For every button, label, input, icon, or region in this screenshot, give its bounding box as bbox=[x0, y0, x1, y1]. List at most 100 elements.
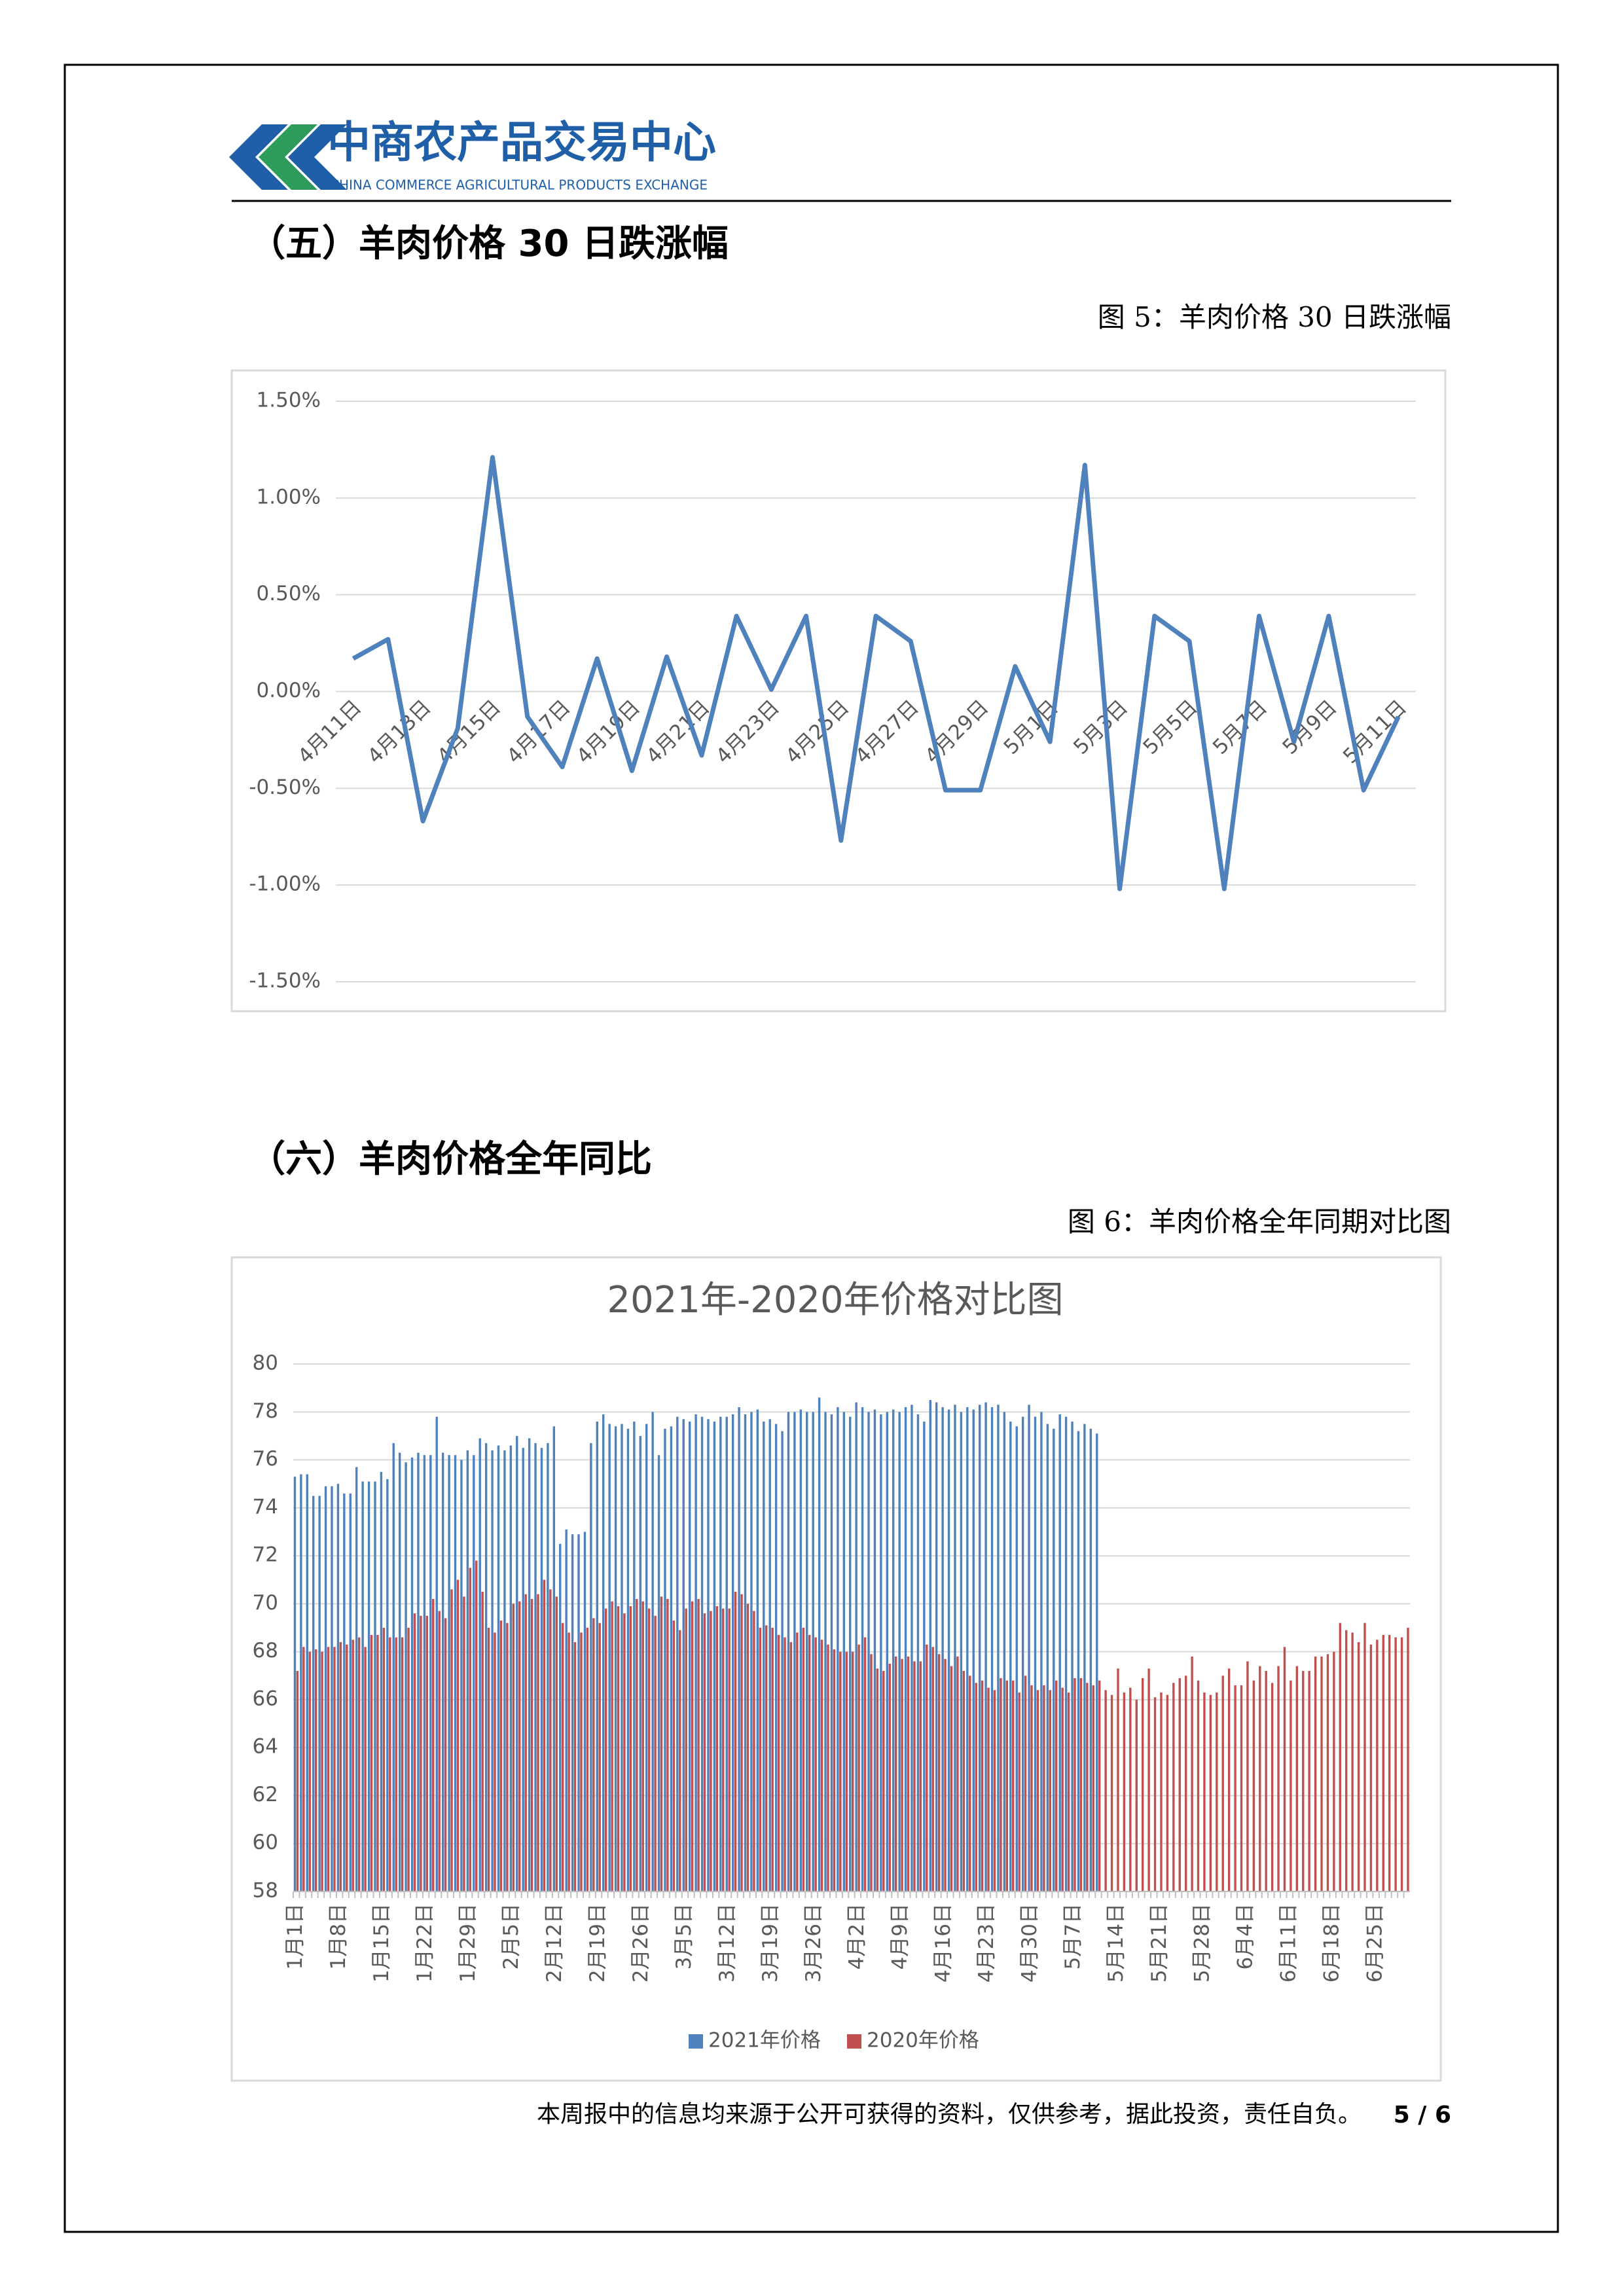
bar bbox=[1216, 1692, 1218, 1892]
y-tick-label: 66 bbox=[253, 1687, 278, 1710]
bar bbox=[357, 1637, 361, 1892]
bar bbox=[1259, 1666, 1261, 1892]
bar bbox=[1172, 1683, 1175, 1892]
bar bbox=[407, 1628, 410, 1892]
bar bbox=[941, 1407, 944, 1892]
bar bbox=[473, 1455, 475, 1892]
bar bbox=[339, 1641, 342, 1892]
bar bbox=[713, 1421, 716, 1892]
y-tick-label: -1.50% bbox=[249, 969, 321, 993]
bar bbox=[710, 1611, 712, 1892]
bar bbox=[700, 1416, 704, 1892]
bar bbox=[296, 1670, 299, 1892]
bar bbox=[577, 1534, 580, 1892]
y-tick-label: 64 bbox=[253, 1735, 278, 1759]
bar bbox=[725, 1416, 728, 1892]
bar bbox=[774, 1424, 778, 1892]
bar bbox=[861, 1407, 864, 1892]
bar bbox=[679, 1630, 681, 1892]
bar bbox=[888, 1663, 891, 1892]
bar bbox=[370, 1634, 373, 1892]
bar bbox=[1135, 1699, 1138, 1892]
bar bbox=[571, 1534, 574, 1892]
bar bbox=[604, 1608, 607, 1892]
x-tick-label: 2月5日 bbox=[499, 1903, 523, 1969]
bar bbox=[429, 1455, 432, 1892]
bar bbox=[349, 1493, 352, 1892]
bar bbox=[1058, 1414, 1061, 1892]
bar bbox=[481, 1592, 484, 1892]
bar bbox=[738, 1407, 740, 1892]
bar bbox=[386, 1479, 389, 1892]
legend-swatch bbox=[689, 2034, 703, 2049]
logo-subtitle: CHINA COMMERCE AGRICULTURAL PRODUCTS EXC… bbox=[330, 177, 708, 193]
page-number: 5 / 6 bbox=[1394, 2102, 1451, 2128]
bar bbox=[562, 1623, 564, 1892]
bar bbox=[432, 1599, 435, 1892]
bar bbox=[657, 1455, 660, 1892]
bar bbox=[777, 1634, 780, 1892]
bar bbox=[756, 1409, 759, 1892]
x-tick-label: 4月30日 bbox=[1018, 1903, 1041, 1982]
bar bbox=[621, 1424, 623, 1892]
x-tick-label: 4月2日 bbox=[845, 1903, 869, 1969]
bar bbox=[728, 1608, 731, 1892]
y-tick-label: 58 bbox=[253, 1879, 278, 1903]
bar bbox=[478, 1438, 481, 1892]
bar bbox=[1086, 1683, 1089, 1892]
bar bbox=[1166, 1695, 1169, 1892]
bar bbox=[1018, 1692, 1020, 1892]
bar bbox=[580, 1632, 583, 1892]
bar bbox=[392, 1443, 395, 1892]
bar bbox=[1191, 1656, 1193, 1892]
bar bbox=[441, 1452, 444, 1892]
bar bbox=[552, 1426, 556, 1892]
bar bbox=[346, 1644, 348, 1892]
bar bbox=[530, 1599, 533, 1892]
x-tick-label: 1月8日 bbox=[327, 1903, 350, 1969]
bar bbox=[1036, 1690, 1039, 1892]
bar bbox=[857, 1644, 860, 1892]
bar bbox=[931, 1647, 934, 1892]
bar bbox=[420, 1615, 422, 1892]
bar bbox=[830, 1414, 833, 1892]
bar bbox=[972, 1409, 975, 1892]
bar bbox=[901, 1659, 903, 1892]
bar bbox=[768, 1419, 771, 1892]
bar bbox=[867, 1412, 870, 1892]
bar bbox=[302, 1647, 305, 1892]
bar bbox=[1012, 1680, 1015, 1892]
bar bbox=[907, 1656, 910, 1892]
bar bbox=[715, 1606, 719, 1892]
bar bbox=[614, 1426, 617, 1892]
bar bbox=[863, 1637, 867, 1892]
x-tick-label: 1月1日 bbox=[283, 1903, 307, 1969]
bar bbox=[734, 1592, 737, 1892]
bar bbox=[960, 1412, 963, 1892]
bar bbox=[1089, 1428, 1092, 1892]
bar bbox=[1314, 1656, 1317, 1892]
bar bbox=[1055, 1680, 1058, 1892]
bar bbox=[926, 1644, 928, 1892]
x-tick-label: 2月26日 bbox=[629, 1903, 653, 1982]
x-tick-label: 3月26日 bbox=[802, 1903, 825, 1982]
bar bbox=[645, 1424, 648, 1892]
bar bbox=[626, 1428, 630, 1892]
bar bbox=[559, 1543, 562, 1892]
bar bbox=[596, 1421, 598, 1892]
x-tick-label: 3月12日 bbox=[715, 1903, 739, 1982]
bar bbox=[1096, 1433, 1098, 1892]
bar bbox=[664, 1428, 666, 1892]
bar bbox=[707, 1419, 710, 1892]
bar bbox=[318, 1496, 321, 1892]
bar bbox=[1005, 1680, 1009, 1892]
bar bbox=[763, 1421, 765, 1892]
bar bbox=[814, 1637, 817, 1892]
bar bbox=[1221, 1676, 1224, 1892]
x-tick-label: 5月7日 bbox=[1061, 1903, 1085, 1969]
bar bbox=[1160, 1692, 1163, 1892]
bar bbox=[923, 1421, 926, 1892]
bar bbox=[611, 1601, 613, 1892]
bar bbox=[892, 1409, 895, 1892]
bar bbox=[731, 1414, 734, 1892]
